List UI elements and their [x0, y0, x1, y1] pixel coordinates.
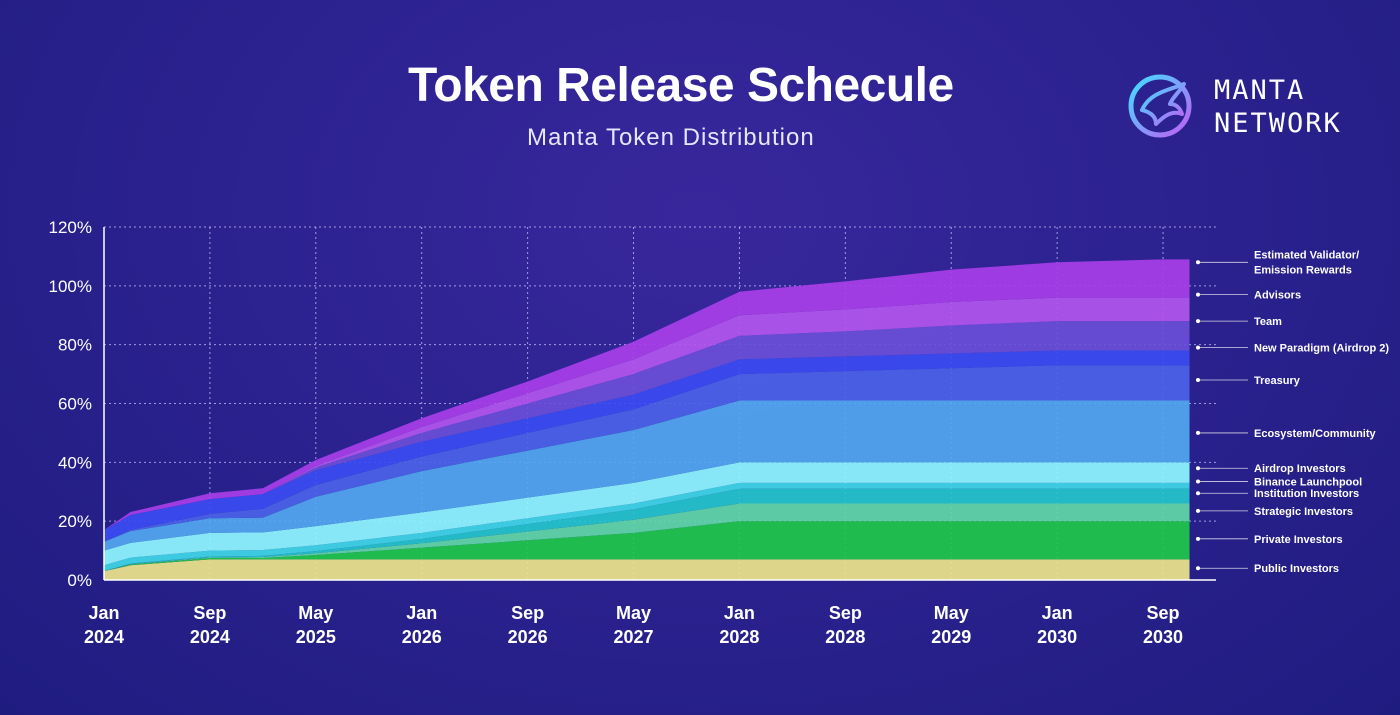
y-tick-label: 40% [58, 453, 92, 472]
legend-label: New Paradigm (Airdrop 2) [1254, 343, 1389, 355]
x-tick-label: 2029 [931, 627, 971, 647]
area-series [104, 297, 1190, 530]
x-tick-label: May [616, 603, 651, 623]
x-tick-label: 2026 [402, 627, 442, 647]
area-series [104, 400, 1190, 551]
legend-label: Team [1254, 316, 1282, 328]
x-tick-label: Sep [193, 603, 226, 623]
x-tick-label: 2030 [1037, 627, 1077, 647]
y-tick-label: 80% [58, 336, 92, 355]
x-tick-label: 2024 [190, 627, 230, 647]
logo-line-2: NETWORK [1214, 108, 1342, 139]
legend-label: Airdrop Investors [1254, 463, 1346, 475]
legend-label: Treasury [1254, 375, 1301, 387]
logo-wordmark: MANTA NETWORK [1214, 74, 1342, 140]
x-tick-label: May [298, 603, 333, 623]
legend-label: Binance Launchpool [1254, 476, 1362, 488]
legend-label: Advisors [1254, 290, 1301, 302]
x-tick-label: Jan [1042, 603, 1073, 623]
x-tick-label: Sep [511, 603, 544, 623]
area-series [104, 559, 1190, 580]
legend-label: Ecosystem/Community [1254, 428, 1377, 440]
area-series [104, 321, 1190, 530]
legend-label: Estimated Validator/ [1254, 249, 1359, 261]
x-tick-label: 2025 [296, 627, 336, 647]
manta-ray-icon [1128, 74, 1192, 138]
x-tick-label: Jan [724, 603, 755, 623]
x-tick-label: 2028 [825, 627, 865, 647]
y-tick-label: 0% [67, 571, 92, 590]
y-tick-label: 120% [49, 218, 92, 237]
area-series [104, 521, 1190, 572]
y-tick-label: 100% [49, 277, 92, 296]
area-series [104, 462, 1190, 566]
area-series [104, 488, 1190, 572]
chart-title: Token Release Schecule [408, 59, 954, 112]
x-tick-label: 2027 [614, 627, 654, 647]
x-tick-label: Jan [88, 603, 119, 623]
legend-label: Institution Investors [1254, 488, 1359, 500]
y-tick-label: 20% [58, 512, 92, 531]
legend-label: Strategic Investors [1254, 506, 1353, 518]
area-series [104, 503, 1190, 572]
x-tick-label: 2024 [84, 627, 124, 647]
legend-label: Public Investors [1254, 563, 1339, 575]
legend-label: Emission Rewards [1254, 264, 1352, 276]
manta-network-logo: MANTA NETWORK [1126, 70, 1366, 150]
x-tick-label: May [934, 603, 969, 623]
x-tick-label: 2030 [1143, 627, 1183, 647]
x-tick-label: 2026 [508, 627, 548, 647]
area-series [104, 259, 1190, 530]
x-tick-label: Jan [406, 603, 437, 623]
chart-subtitle: Manta Token Distribution [527, 124, 815, 151]
area-series [104, 365, 1190, 542]
legend-label: Private Investors [1254, 534, 1343, 546]
x-tick-label: 2028 [719, 627, 759, 647]
logo-line-1: MANTA [1214, 75, 1306, 106]
x-tick-label: Sep [829, 603, 862, 623]
x-tick-label: Sep [1147, 603, 1180, 623]
y-tick-label: 60% [58, 395, 92, 414]
